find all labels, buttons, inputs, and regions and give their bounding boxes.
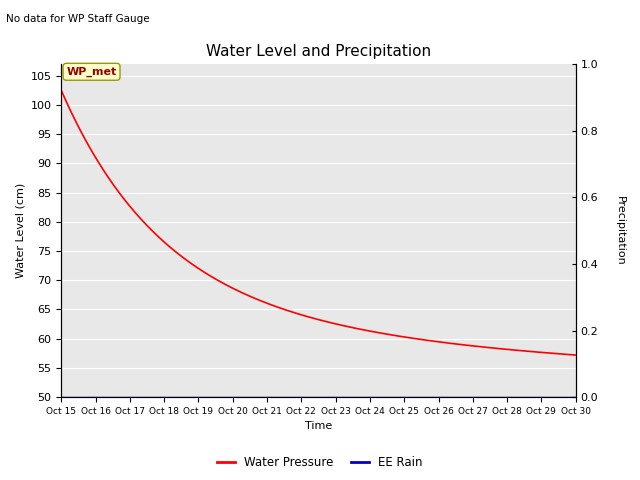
X-axis label: Time: Time — [305, 421, 332, 432]
Y-axis label: Precipitation: Precipitation — [615, 196, 625, 265]
Text: No data for WP Staff Gauge: No data for WP Staff Gauge — [6, 14, 150, 24]
Title: Water Level and Precipitation: Water Level and Precipitation — [206, 44, 431, 59]
Legend: Water Pressure, EE Rain: Water Pressure, EE Rain — [212, 452, 428, 474]
Y-axis label: Water Level (cm): Water Level (cm) — [15, 183, 25, 278]
Text: WP_met: WP_met — [67, 67, 116, 77]
